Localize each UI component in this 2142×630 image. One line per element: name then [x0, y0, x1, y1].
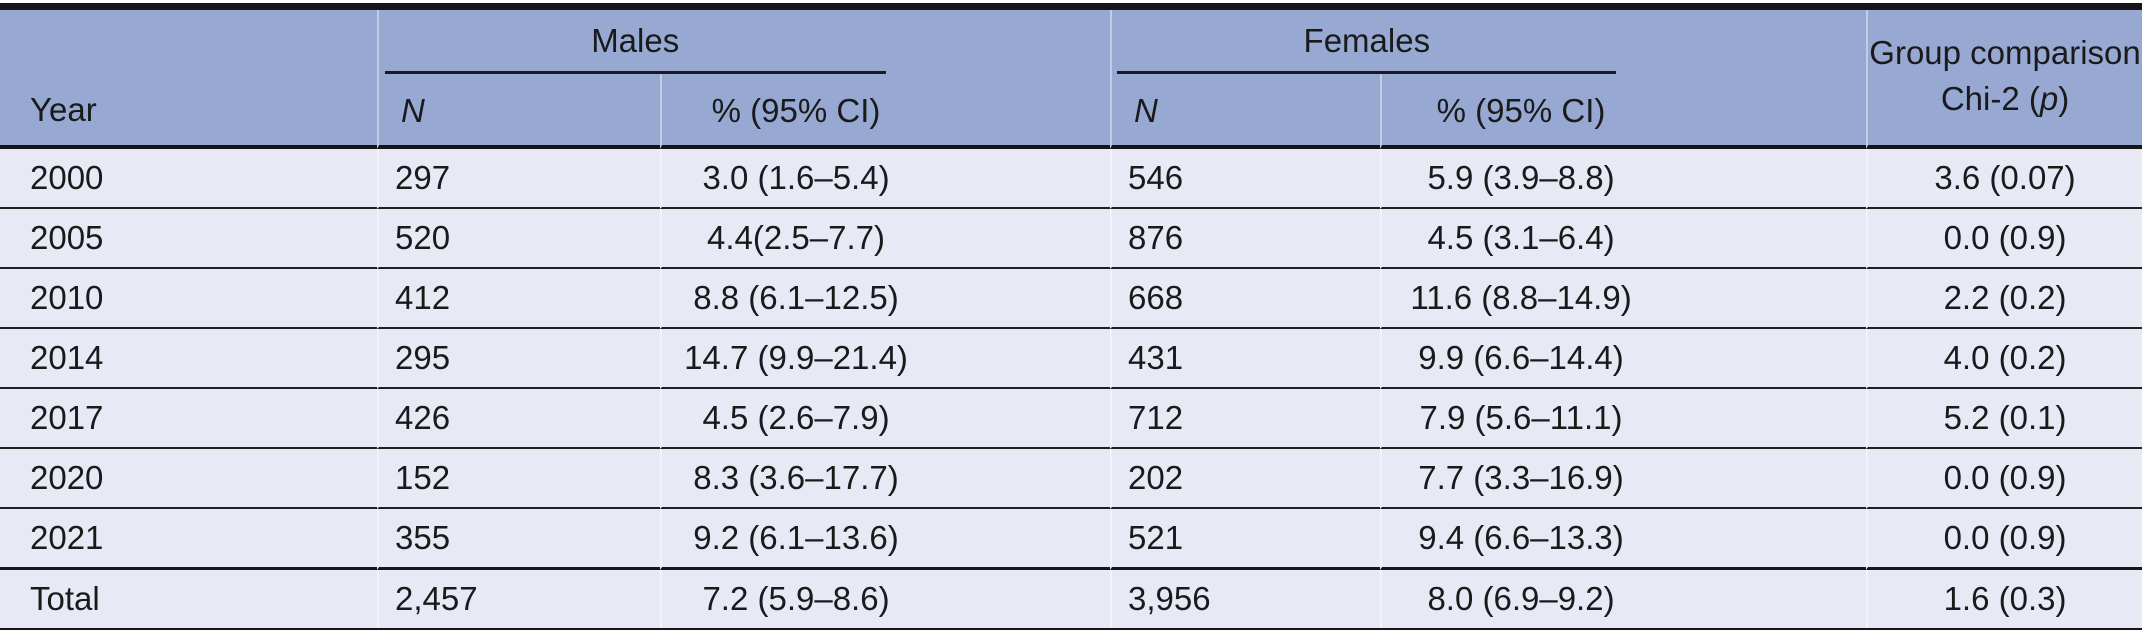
chi2-cell: 0.0 (0.9) [1866, 449, 2142, 509]
year-cell: 2017 [0, 389, 377, 449]
chi2-cell: 3.6 (0.07) [1866, 149, 2142, 209]
females-pct-cell: 9.4 (6.6–13.3) [1380, 509, 1661, 570]
females-n-cell: 712 [1110, 389, 1380, 449]
chi2-cell: 0.0 (0.9) [1866, 209, 2142, 269]
year-cell: 2014 [0, 329, 377, 389]
table-header: Year Males Females Group comparison Chi-… [0, 10, 2142, 149]
spacer-cell [930, 570, 1110, 628]
prevalence-by-year-table: Year Males Females Group comparison Chi-… [0, 3, 2142, 630]
chi2-cell: 4.0 (0.2) [1866, 329, 2142, 389]
chi2-cell: 2.2 (0.2) [1866, 269, 2142, 329]
chi2-cell: 0.0 (0.9) [1866, 509, 2142, 570]
males-n-cell: 2,457 [377, 570, 660, 628]
males-n-cell: 520 [377, 209, 660, 269]
table-row-2005: 2005 520 4.4(2.5–7.7) 876 4.5 (3.1–6.4) … [0, 209, 2142, 269]
p-symbol: p [2039, 79, 2059, 117]
males-pct-cell: 14.7 (9.9–21.4) [660, 329, 930, 389]
table-row-2017: 2017 426 4.5 (2.6–7.9) 712 7.9 (5.6–11.1… [0, 389, 2142, 449]
year-cell: 2010 [0, 269, 377, 329]
spacer-cell [1660, 509, 1867, 570]
year-cell: 2005 [0, 209, 377, 269]
females-pct-cell: 8.0 (6.9–9.2) [1380, 570, 1661, 628]
group-comparison-line1: Group comparison [1869, 33, 2141, 71]
spacer-cell [930, 509, 1110, 570]
males-pct-cell: 9.2 (6.1–13.6) [660, 509, 930, 570]
spacer-cell [930, 449, 1110, 509]
females-pct-cell: 7.9 (5.6–11.1) [1380, 389, 1661, 449]
table-row-2000: 2000 297 3.0 (1.6–5.4) 546 5.9 (3.9–8.8)… [0, 149, 2142, 209]
year-cell: 2020 [0, 449, 377, 509]
females-n-cell: 431 [1110, 329, 1380, 389]
spacer-cell [1660, 449, 1867, 509]
females-pct-cell: 5.9 (3.9–8.8) [1380, 149, 1661, 209]
males-group-header: Males [377, 10, 930, 74]
males-pct-cell: 8.8 (6.1–12.5) [660, 269, 930, 329]
males-n-cell: 297 [377, 149, 660, 209]
group-comparison-header: Group comparison Chi-2 (p) [1866, 10, 2142, 149]
males-n-cell: 355 [377, 509, 660, 570]
chi2-cell: 1.6 (0.3) [1866, 570, 2142, 628]
spacer-cell [1660, 329, 1867, 389]
spacer-cell [930, 269, 1110, 329]
spacer-cell [1660, 149, 1867, 209]
males-n-header: N [377, 74, 660, 149]
year-cell: 2000 [0, 149, 377, 209]
males-pct-cell: 8.3 (3.6–17.7) [660, 449, 930, 509]
females-n-cell: 202 [1110, 449, 1380, 509]
group-comparison-line2: Chi-2 (p) [1940, 79, 2070, 117]
spacer-cell [1660, 269, 1867, 329]
females-group-label: Females [1117, 22, 1617, 74]
females-group-header: Females [1110, 10, 1661, 74]
females-n-cell: 521 [1110, 509, 1380, 570]
males-group-label: Males [384, 22, 886, 74]
females-pct-cell: 7.7 (3.3–16.9) [1380, 449, 1661, 509]
spacer-cell [1660, 209, 1867, 269]
females-n-cell: 876 [1110, 209, 1380, 269]
spacer-cell [930, 149, 1110, 209]
spacer-cell [1660, 389, 1867, 449]
year-column-header: Year [0, 10, 377, 149]
females-pct-cell: 4.5 (3.1–6.4) [1380, 209, 1661, 269]
table-row-2021: 2021 355 9.2 (6.1–13.6) 521 9.4 (6.6–13.… [0, 509, 2142, 570]
spacer-column-1 [930, 10, 1110, 149]
table-row-total: Total 2,457 7.2 (5.9–8.6) 3,956 8.0 (6.9… [0, 570, 2142, 628]
females-n-header: N [1110, 74, 1380, 149]
spacer-cell [1660, 570, 1867, 628]
females-pct-header: % (95% CI) [1380, 74, 1661, 149]
chi2-cell: 5.2 (0.1) [1866, 389, 2142, 449]
males-n-cell: 152 [377, 449, 660, 509]
males-n-cell: 426 [377, 389, 660, 449]
table-row-2014: 2014 295 14.7 (9.9–21.4) 431 9.9 (6.6–14… [0, 329, 2142, 389]
table-row-2020: 2020 152 8.3 (3.6–17.7) 202 7.7 (3.3–16.… [0, 449, 2142, 509]
males-pct-cell: 3.0 (1.6–5.4) [660, 149, 930, 209]
females-pct-cell: 11.6 (8.8–14.9) [1380, 269, 1661, 329]
females-n-cell: 3,956 [1110, 570, 1380, 628]
table-body: 2000 297 3.0 (1.6–5.4) 546 5.9 (3.9–8.8)… [0, 149, 2142, 628]
table-row-2010: 2010 412 8.8 (6.1–12.5) 668 11.6 (8.8–14… [0, 269, 2142, 329]
males-pct-cell: 4.5 (2.6–7.9) [660, 389, 930, 449]
females-pct-cell: 9.9 (6.6–14.4) [1380, 329, 1661, 389]
males-n-cell: 295 [377, 329, 660, 389]
males-pct-cell: 7.2 (5.9–8.6) [660, 570, 930, 628]
spacer-cell [930, 389, 1110, 449]
females-n-cell: 668 [1110, 269, 1380, 329]
males-n-cell: 412 [377, 269, 660, 329]
spacer-cell [930, 329, 1110, 389]
males-pct-header: % (95% CI) [660, 74, 930, 149]
year-cell: Total [0, 570, 377, 628]
year-cell: 2021 [0, 509, 377, 570]
males-pct-cell: 4.4(2.5–7.7) [660, 209, 930, 269]
spacer-column-2 [1660, 10, 1867, 149]
females-n-cell: 546 [1110, 149, 1380, 209]
spacer-cell [930, 209, 1110, 269]
